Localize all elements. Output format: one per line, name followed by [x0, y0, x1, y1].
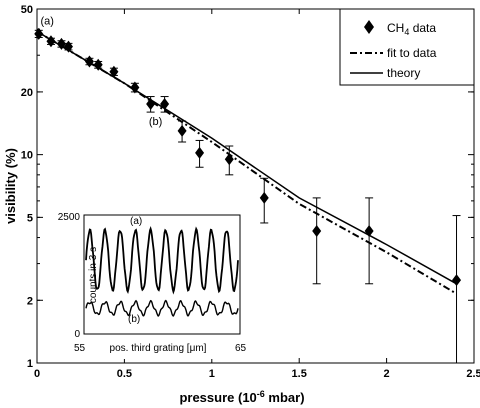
legend-diamond-marker	[364, 20, 374, 34]
inset-trace-a	[85, 225, 239, 295]
inset-xtick-left: 55	[74, 343, 86, 354]
data-point	[160, 97, 170, 110]
y-axis-title: visibility (%)	[3, 148, 18, 224]
inset-ytick-top: 2500	[58, 212, 81, 223]
legend-label-theory: theory	[387, 66, 420, 80]
data-point	[259, 191, 269, 204]
inset-xtick-right: 65	[235, 343, 247, 354]
data-point	[146, 97, 156, 110]
data-point	[130, 81, 140, 94]
x-tick-label: 0.5	[117, 368, 132, 380]
data-point	[93, 58, 103, 71]
x-axis: 0 0.5 1 1.5 2 2.5	[34, 9, 480, 380]
x-tick-label: 2	[384, 368, 390, 380]
inset-plot-area	[83, 214, 241, 335]
data-point	[177, 124, 187, 137]
y-tick-label: 10	[21, 150, 33, 162]
annotation-b: (b)	[149, 116, 162, 128]
y-tick-label: 20	[21, 87, 33, 99]
data-points	[34, 27, 462, 364]
legend: CH4 data fit to data theory	[339, 8, 475, 86]
inset-y-axis-title: counts in 3 s	[88, 247, 99, 303]
inset-label-b: (b)	[128, 314, 140, 325]
data-point	[452, 274, 462, 287]
x-axis-title: pressure (10-6 mbar)	[179, 389, 304, 405]
inset-background	[52, 205, 244, 359]
data-point	[46, 35, 56, 48]
x-tick-label: 2.5	[466, 368, 480, 380]
inset-chart: (a) (b) 2500 0 counts in 3 s 55 pos. thi…	[52, 205, 247, 359]
data-point	[312, 225, 322, 238]
y-tick-label: 1	[27, 358, 33, 370]
inset-label-a: (a)	[130, 216, 142, 227]
data-point	[34, 27, 44, 40]
y-tick-label: 50	[21, 4, 33, 16]
series-lines	[36, 30, 458, 295]
fit-line	[36, 30, 458, 295]
y-tick-label: 2	[27, 295, 33, 307]
data-point	[109, 65, 119, 78]
data-point	[63, 40, 73, 53]
data-point	[56, 37, 66, 50]
theory-line	[36, 30, 457, 285]
plot-area	[36, 8, 475, 364]
data-point	[195, 146, 205, 159]
inset-ytick-bottom: 0	[74, 329, 80, 340]
data-point	[84, 55, 94, 68]
inset-trace-b	[85, 299, 239, 318]
x-tick-label: 1	[209, 368, 215, 380]
x-tick-label: 0	[34, 368, 40, 380]
legend-label-ch4: CH4 data	[387, 21, 436, 37]
data-point	[364, 225, 374, 238]
y-axis: 1 2 5 10 20 50	[21, 4, 474, 370]
x-tick-label: 1.5	[292, 368, 307, 380]
annotation-a: (a)	[40, 16, 53, 28]
data-point	[224, 153, 234, 166]
y-tick-label: 5	[27, 212, 33, 224]
legend-label-fit: fit to data	[387, 46, 437, 60]
inset-x-axis-title: pos. third grating [μm]	[110, 343, 207, 354]
